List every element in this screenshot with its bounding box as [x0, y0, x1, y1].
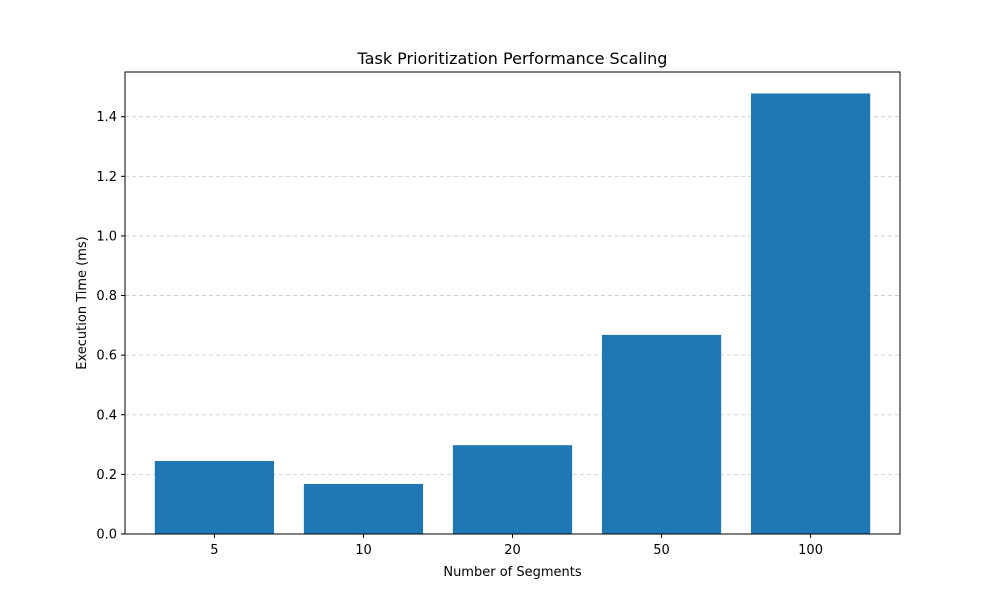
y-tick-label: 0.2 [96, 468, 117, 483]
bar-20 [452, 445, 573, 534]
y-tick-label: 0.0 [96, 528, 117, 543]
y-tick-label: 1.4 [96, 110, 117, 125]
y-tick-label: 0.8 [96, 289, 117, 304]
x-axis-ticks: 5 10 20 50 100 [210, 534, 823, 558]
x-tick-label: 20 [504, 543, 521, 558]
x-tick-label: 100 [798, 543, 823, 558]
y-tick-label: 1.0 [96, 229, 117, 244]
x-axis-label: Number of Segments [443, 565, 582, 580]
bar-5 [154, 460, 275, 534]
chart-title: Task Prioritization Performance Scaling [357, 49, 668, 68]
x-tick-label: 50 [653, 543, 670, 558]
bar-10 [303, 483, 424, 534]
y-axis-ticks: 0.0 0.2 0.4 0.6 0.8 1.0 1.2 1.4 [96, 110, 125, 543]
x-tick-label: 5 [210, 543, 218, 558]
y-tick-label: 0.4 [96, 408, 117, 423]
bar-50 [601, 334, 722, 534]
bars [154, 93, 871, 535]
bar-100 [750, 93, 871, 535]
y-axis-label: Execution Time (ms) [75, 236, 90, 369]
x-tick-label: 10 [355, 543, 372, 558]
y-tick-label: 0.6 [96, 349, 117, 364]
y-tick-label: 1.2 [96, 170, 117, 185]
